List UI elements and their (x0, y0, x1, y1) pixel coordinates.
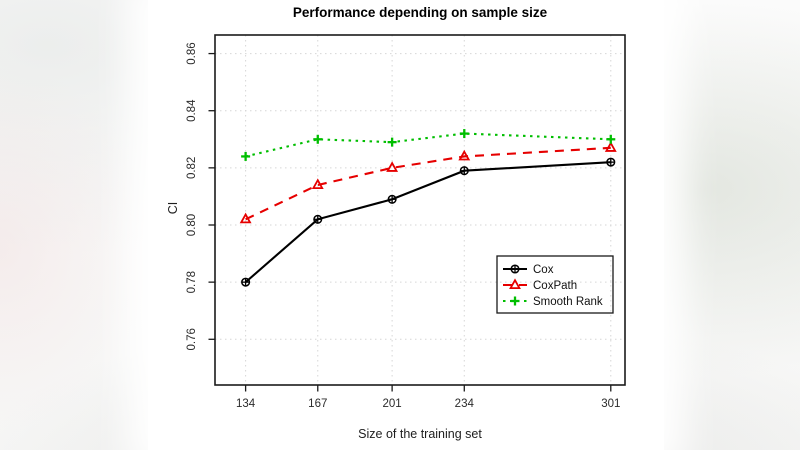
coxpath-triangle-marker (386, 161, 399, 172)
legend-label-cox: Cox (533, 264, 554, 276)
series-line-cox (244, 161, 611, 283)
y-axis-label: CI (166, 201, 180, 215)
plot-frame (214, 34, 626, 386)
legend-label-coxpath: CoxPath (533, 280, 577, 292)
series-line-coxpath (245, 146, 611, 221)
legend-box (496, 255, 614, 314)
series-line-smooth-rank (245, 132, 611, 158)
y-tick-label: 0.80 (186, 214, 198, 236)
y-tick-label: 0.86 (186, 42, 198, 64)
x-tick-label: 301 (601, 398, 620, 410)
legend-label-smooth-rank: Smooth Rank (533, 296, 603, 308)
y-tick-label: 0.78 (186, 271, 198, 293)
x-tick-label: 134 (236, 398, 256, 410)
y-tick-label: 0.84 (186, 99, 198, 122)
coxpath-triangle-marker (509, 278, 521, 289)
coxpath-triangle-marker (239, 212, 252, 224)
x-tick-label: 234 (455, 398, 475, 410)
coxpath-triangle-marker (604, 141, 617, 152)
chart-title: Performance depending on sample size (292, 5, 548, 20)
coxpath-triangle-marker (311, 178, 324, 189)
y-tick-label: 0.76 (186, 328, 198, 350)
coxpath-triangle-marker (458, 149, 471, 161)
y-tick-label: 0.82 (186, 157, 198, 179)
x-tick-label: 201 (383, 398, 402, 410)
x-axis-label: Size of the training set (358, 427, 482, 441)
x-tick-label: 167 (308, 398, 327, 410)
